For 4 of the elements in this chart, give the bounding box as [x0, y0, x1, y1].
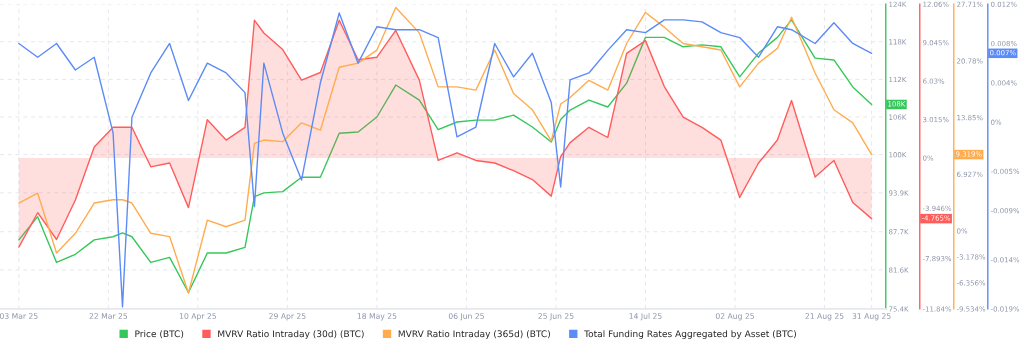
- legend-label: MVRV Ratio Intraday (30d) (BTC): [218, 330, 364, 339]
- legend-label: Price (BTC): [135, 330, 184, 339]
- legend-label: Total Funding Rates Aggregated by Asset (BTC): [584, 330, 796, 339]
- legend-label: MVRV Ratio Intraday (365d) (BTC): [398, 330, 550, 339]
